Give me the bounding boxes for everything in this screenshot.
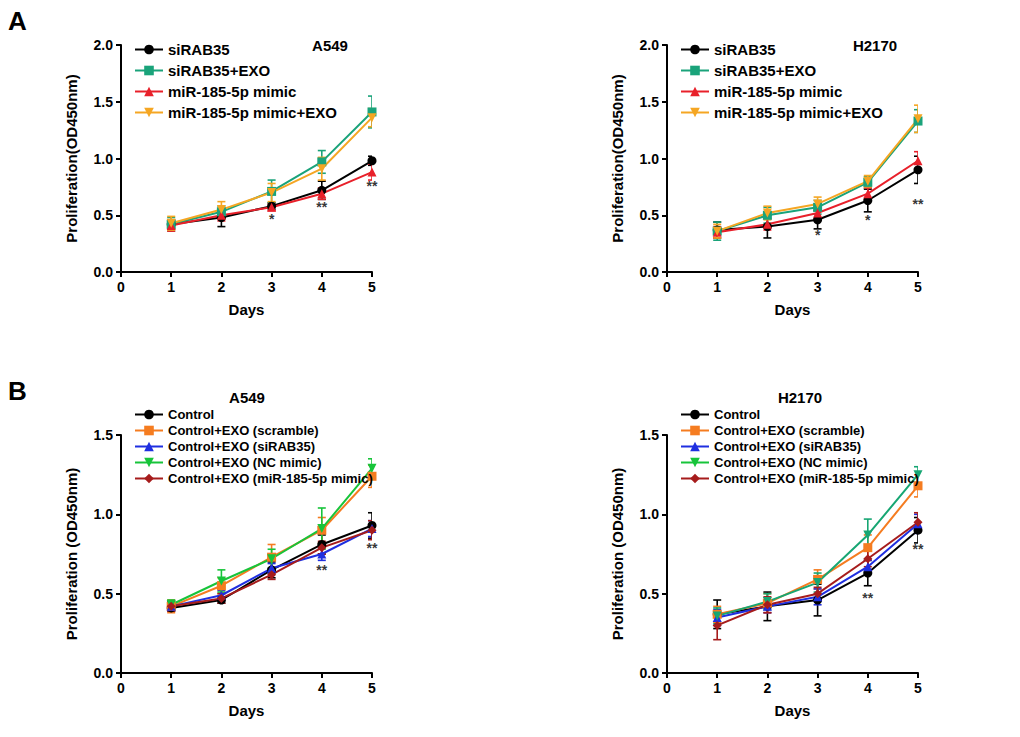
svg-text:A549: A549 [312, 37, 348, 54]
svg-text:0.5: 0.5 [94, 586, 114, 602]
svg-text:siRAB35: siRAB35 [168, 41, 230, 58]
svg-text:Control+EXO (miR-185-5p mimic): Control+EXO (miR-185-5p mimic) [714, 471, 919, 486]
svg-text:**: ** [367, 540, 378, 556]
svg-text:Days: Days [229, 301, 265, 318]
svg-text:4: 4 [864, 680, 872, 696]
svg-text:2: 2 [764, 279, 772, 295]
svg-text:Control+EXO (miR-185-5p mimic): Control+EXO (miR-185-5p mimic) [168, 471, 373, 486]
svg-text:**: ** [316, 562, 327, 578]
svg-text:miR-185-5p mimic+EXO: miR-185-5p mimic+EXO [714, 104, 883, 121]
svg-text:2: 2 [764, 680, 772, 696]
svg-text:5: 5 [368, 680, 376, 696]
svg-text:1: 1 [167, 279, 175, 295]
svg-text:Proliferation(OD450nm): Proliferation(OD450nm) [63, 74, 80, 242]
svg-text:Days: Days [775, 301, 811, 318]
svg-text:miR-185-5p mimic+EXO: miR-185-5p mimic+EXO [168, 104, 337, 121]
svg-text:4: 4 [864, 279, 872, 295]
svg-text:Control+EXO (NC mimic): Control+EXO (NC mimic) [714, 455, 868, 470]
svg-text:Proliferation (OD450nm): Proliferation (OD450nm) [609, 468, 626, 641]
svg-text:siRAB35+EXO: siRAB35+EXO [714, 62, 816, 79]
svg-text:*: * [865, 212, 871, 228]
svg-text:0.0: 0.0 [94, 665, 114, 681]
svg-text:Control: Control [714, 407, 760, 422]
svg-text:0.0: 0.0 [94, 264, 114, 280]
svg-text:0.5: 0.5 [640, 207, 660, 223]
svg-text:1.5: 1.5 [94, 427, 114, 443]
svg-text:1.0: 1.0 [640, 151, 660, 167]
svg-text:**: ** [913, 196, 924, 212]
svg-text:**: ** [862, 590, 873, 606]
svg-text:miR-185-5p mimic: miR-185-5p mimic [168, 83, 296, 100]
svg-text:Control+EXO (scramble): Control+EXO (scramble) [714, 423, 865, 438]
svg-text:1: 1 [167, 680, 175, 696]
svg-text:siRAB35: siRAB35 [714, 41, 776, 58]
svg-text:1.5: 1.5 [640, 94, 660, 110]
svg-text:B: B [8, 376, 27, 406]
svg-text:Control+EXO (siRAB35): Control+EXO (siRAB35) [168, 439, 315, 454]
svg-text:3: 3 [814, 680, 822, 696]
svg-text:**: ** [316, 199, 327, 215]
svg-text:Control+EXO (scramble): Control+EXO (scramble) [168, 423, 319, 438]
svg-text:A: A [8, 6, 27, 36]
svg-text:0.5: 0.5 [94, 207, 114, 223]
svg-text:2.0: 2.0 [94, 37, 114, 53]
svg-text:4: 4 [318, 279, 326, 295]
svg-text:1.5: 1.5 [640, 427, 660, 443]
svg-text:4: 4 [318, 680, 326, 696]
svg-text:0: 0 [663, 279, 671, 295]
svg-text:H2170: H2170 [778, 389, 822, 406]
svg-text:Days: Days [229, 702, 265, 719]
svg-text:3: 3 [268, 279, 276, 295]
svg-text:5: 5 [914, 279, 922, 295]
svg-text:Control: Control [168, 407, 214, 422]
svg-text:Control+EXO (siRAB35): Control+EXO (siRAB35) [714, 439, 861, 454]
svg-text:2: 2 [218, 279, 226, 295]
svg-text:*: * [269, 211, 275, 227]
svg-text:1.0: 1.0 [94, 151, 114, 167]
svg-text:**: ** [913, 541, 924, 557]
svg-text:5: 5 [368, 279, 376, 295]
svg-text:*: * [815, 227, 821, 243]
svg-text:Proliferation (OD450nm): Proliferation (OD450nm) [63, 468, 80, 641]
svg-text:Control+EXO (NC mimic): Control+EXO (NC mimic) [168, 455, 322, 470]
svg-text:**: ** [367, 178, 378, 194]
svg-text:0.0: 0.0 [640, 264, 660, 280]
svg-text:1.0: 1.0 [94, 506, 114, 522]
svg-text:siRAB35+EXO: siRAB35+EXO [168, 62, 270, 79]
svg-text:1.5: 1.5 [94, 94, 114, 110]
svg-text:Proliferation(OD450nm): Proliferation(OD450nm) [609, 74, 626, 242]
svg-text:1: 1 [713, 680, 721, 696]
svg-text:0.0: 0.0 [640, 665, 660, 681]
svg-text:5: 5 [914, 680, 922, 696]
svg-text:1.0: 1.0 [640, 506, 660, 522]
svg-text:0.5: 0.5 [640, 586, 660, 602]
svg-text:3: 3 [268, 680, 276, 696]
svg-text:Days: Days [775, 702, 811, 719]
svg-text:H2170: H2170 [853, 37, 897, 54]
svg-text:2.0: 2.0 [640, 37, 660, 53]
svg-text:0: 0 [117, 279, 125, 295]
svg-text:2: 2 [218, 680, 226, 696]
svg-text:3: 3 [814, 279, 822, 295]
svg-text:1: 1 [713, 279, 721, 295]
svg-text:0: 0 [663, 680, 671, 696]
svg-text:0: 0 [117, 680, 125, 696]
svg-text:A549: A549 [229, 389, 265, 406]
svg-text:miR-185-5p mimic: miR-185-5p mimic [714, 83, 842, 100]
